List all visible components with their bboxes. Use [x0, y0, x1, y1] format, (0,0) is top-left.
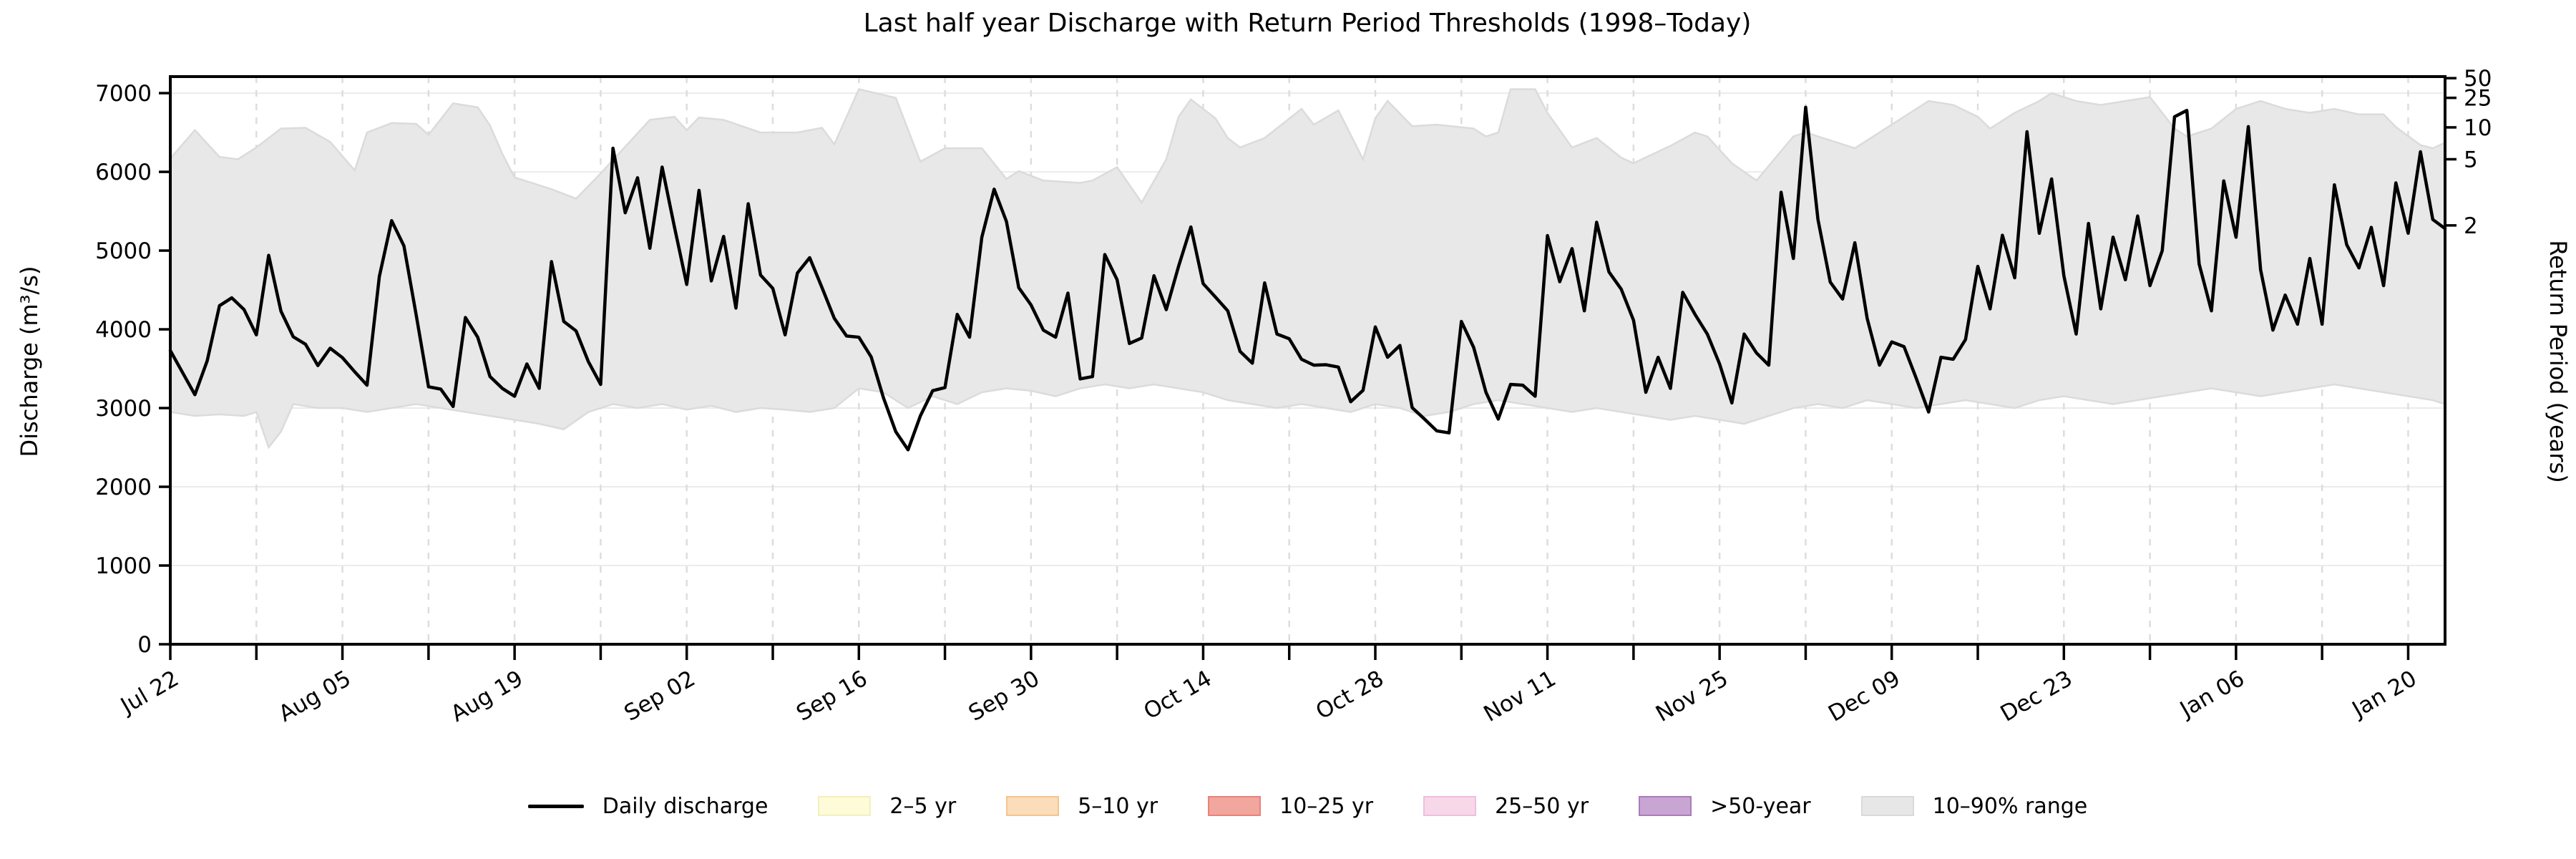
return-period-tick-label: 50: [2464, 66, 2492, 92]
legend-label: 2–5 yr: [889, 793, 957, 819]
legend-label: 5–10 yr: [1078, 793, 1158, 819]
y-tick-label: 3000: [95, 396, 152, 422]
legend-patch-swatch: [1423, 796, 1477, 816]
x-tick-label: Jul 22: [115, 666, 183, 720]
legend-item: 10–25 yr: [1208, 794, 1373, 819]
right-axis-title: Return Period (years): [2545, 240, 2572, 482]
left-axis-title: Discharge (m³/s): [16, 266, 43, 457]
x-tick-label: Dec 09: [1824, 666, 1905, 727]
x-tick-label: Dec 23: [1996, 666, 2077, 727]
legend-item: 5–10 yr: [1006, 794, 1158, 819]
legend-label: 25–50 yr: [1495, 793, 1589, 819]
legend-line-swatch: [527, 804, 584, 808]
y-tick-label: 2000: [95, 475, 152, 500]
plot-border: [169, 75, 2446, 646]
return-period-tick-label: 10: [2464, 115, 2492, 141]
x-tick-label: Oct 28: [1312, 666, 1388, 725]
legend-patch-swatch: [1860, 796, 1914, 816]
legend-item: 25–50 yr: [1423, 794, 1589, 819]
chart-title: Last half year Discharge with Return Per…: [864, 9, 1752, 38]
legend-label: Daily discharge: [602, 793, 769, 819]
y-tick-label: 6000: [95, 160, 152, 185]
chart-legend: Daily discharge 2–5 yr 5–10 yr 10–25 yr 25–5…: [170, 779, 2445, 833]
legend-label: 10–90% range: [1932, 793, 2088, 819]
legend-patch-swatch: [818, 796, 872, 816]
y-tick-label: 0: [137, 632, 152, 658]
legend-item: Daily discharge: [527, 793, 769, 819]
legend-label: >50-year: [1710, 793, 1811, 819]
y-tick-label: 4000: [95, 317, 152, 343]
x-tick-label: Jan 06: [2175, 666, 2249, 724]
band-upper-edge: [170, 88, 2446, 205]
return-period-tick-label: 5: [2464, 147, 2478, 173]
x-tick-label: Aug 05: [274, 666, 355, 727]
y-tick-label: 5000: [95, 238, 152, 264]
x-tick-label: Nov 11: [1479, 666, 1560, 727]
x-tick-label: Sep 02: [620, 666, 699, 727]
x-tick-label: Sep 30: [965, 666, 1044, 727]
y-tick-label: 7000: [95, 81, 152, 107]
discharge-polyline: [168, 105, 2447, 452]
legend-item: >50-year: [1639, 794, 1811, 819]
x-tick-label: Sep 16: [792, 666, 872, 727]
legend-label: 10–25 yr: [1279, 793, 1374, 819]
x-tick-label: Jan 20: [2347, 666, 2421, 724]
legend-patch-swatch: [1006, 796, 1060, 816]
legend-item: 2–5 yr: [818, 794, 956, 819]
legend-item: 10–90% range: [1860, 793, 2088, 819]
band-lower-edge: [170, 383, 2446, 450]
daily-discharge-line: [168, 105, 2447, 452]
return-period-tick-label: 2: [2464, 213, 2478, 239]
x-tick-label: Aug 19: [447, 666, 527, 727]
legend-patch-swatch: [1639, 796, 1692, 816]
return-period-tick-label: 25: [2464, 86, 2492, 112]
legend-patch-swatch: [1208, 796, 1262, 816]
axes: [159, 75, 2457, 660]
x-tick-label: Oct 14: [1139, 666, 1216, 725]
x-tick-label: Nov 25: [1652, 666, 1732, 727]
y-tick-label: 1000: [95, 553, 152, 579]
